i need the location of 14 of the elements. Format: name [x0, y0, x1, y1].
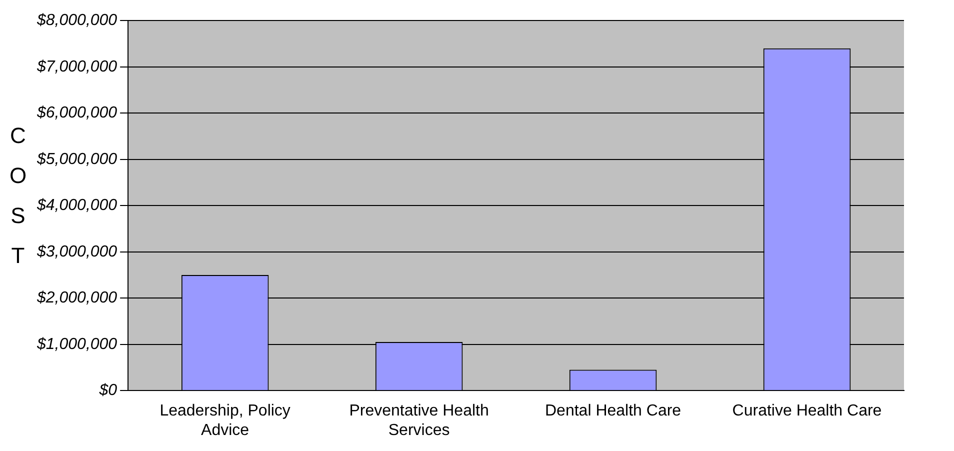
- y-tick-label: $5,000,000: [36, 150, 118, 168]
- x-tick-label: Dental Health Care: [544, 402, 682, 420]
- y-tick-label: $3,000,000: [36, 243, 118, 260]
- y-tick-label: $7,000,000: [36, 58, 118, 76]
- y-tick-label: $8,000,000: [36, 12, 118, 30]
- y-tick-label: $2,000,000: [36, 290, 118, 307]
- y-axis-title: COST: [8, 122, 28, 270]
- y-tick-label: $0: [98, 382, 118, 400]
- y-tick-label: $1,000,000: [36, 336, 118, 353]
- x-tick-label: Curative Health Care: [732, 402, 882, 420]
- y-tick-label: $6,000,000: [36, 104, 118, 122]
- x-tick-label: Leadership, Policy Advice: [160, 402, 290, 439]
- x-tick-label: Preventative Health Services: [349, 402, 489, 439]
- y-tick-label: $4,000,000: [36, 197, 118, 214]
